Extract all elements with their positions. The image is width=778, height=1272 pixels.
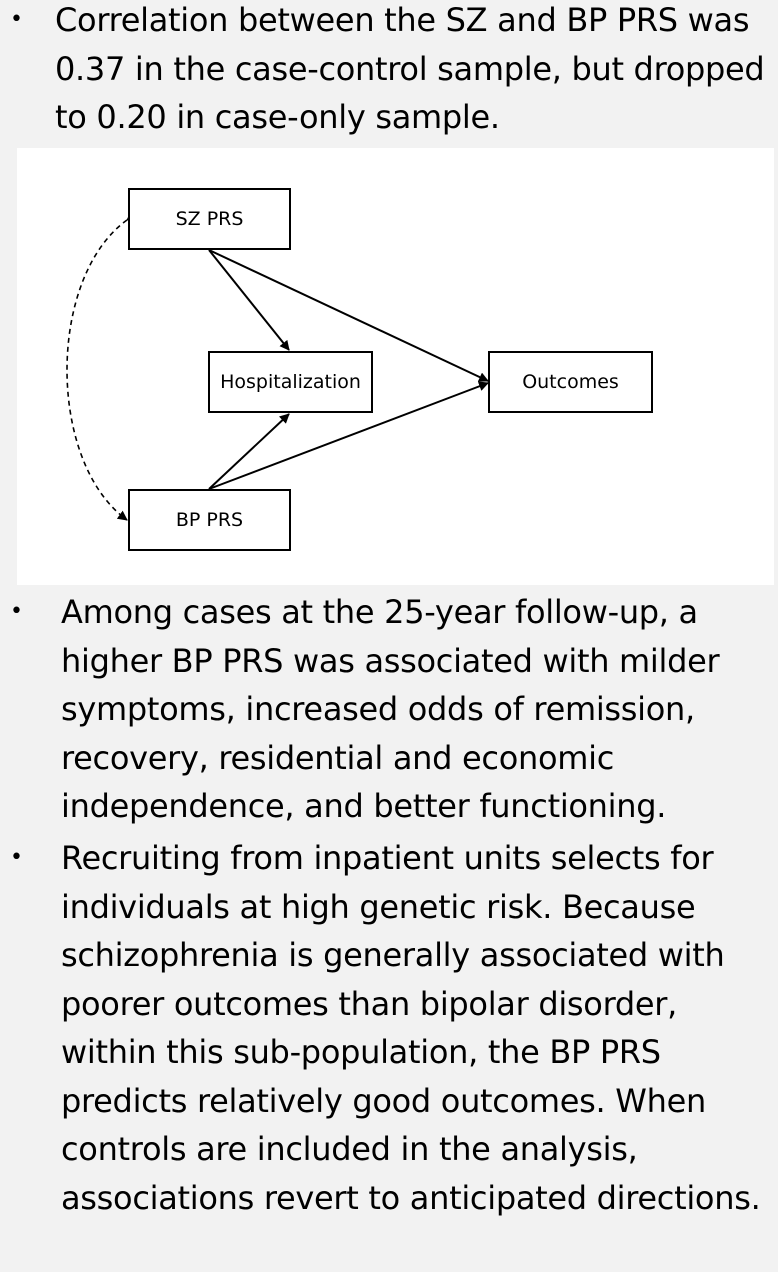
bullet-text: Among cases at the 25-year follow-up, a … <box>61 593 720 825</box>
node-sz-prs: SZ PRS <box>128 188 291 250</box>
edge-bp-to-outcomes <box>208 381 489 490</box>
edge-sz-to-outcomes <box>208 249 489 382</box>
node-outcomes: Outcomes <box>488 351 653 413</box>
bullet-marker: • <box>10 845 23 870</box>
bullet-item-correlation: • Correlation between the SZ and BP PRS … <box>0 0 778 142</box>
bullet-text: Correlation between the SZ and BP PRS wa… <box>55 1 765 136</box>
diagram-arrows <box>66 210 489 521</box>
bullet-text: Recruiting from inpatient units selects … <box>61 839 761 1217</box>
node-hospitalization: Hospitalization <box>208 351 373 413</box>
bullet-marker: • <box>10 599 23 624</box>
edge-sz-to-hospitalization <box>208 249 290 351</box>
bullet-item-followup: • Among cases at the 25-year follow-up, … <box>0 588 778 831</box>
edge-bp-to-hospitalization <box>208 413 290 490</box>
path-diagram: SZ PRS Hospitalization Outcomes BP PRS <box>17 148 774 585</box>
edge-sz-bp-correlation <box>66 210 138 521</box>
bullet-marker: • <box>10 7 23 32</box>
bullet-item-recruiting: • Recruiting from inpatient units select… <box>0 834 778 1222</box>
node-bp-prs: BP PRS <box>128 489 291 551</box>
